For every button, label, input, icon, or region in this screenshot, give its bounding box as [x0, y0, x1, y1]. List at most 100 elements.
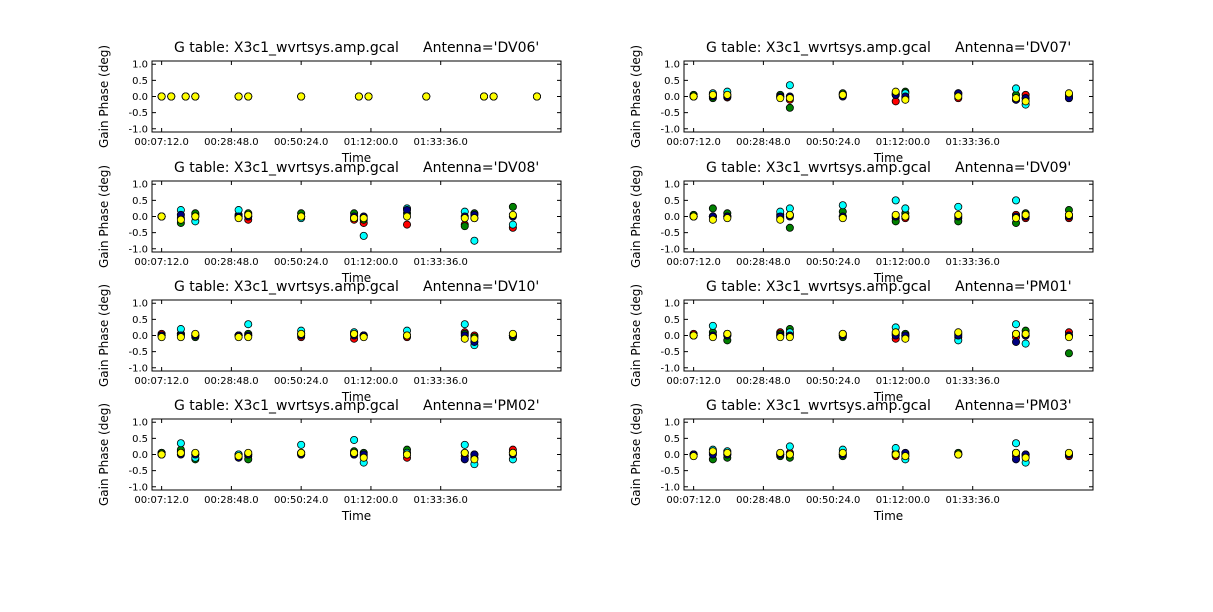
panel-antennapm01: G table: X3c1_wvrtsys.amp.gcal Antenna='P… [629, 279, 1094, 404]
y-tick-label: 0.0 [664, 212, 680, 223]
data-point-yellow [460, 214, 469, 223]
data-point-yellow [1064, 448, 1073, 457]
x-tick-label: 01:33:36.0 [413, 376, 467, 387]
x-axis-label: Time [341, 390, 371, 404]
data-point-yellow [1021, 97, 1030, 106]
data-point-yellow [350, 329, 359, 338]
x-tick-label: 00:07:12.0 [134, 495, 188, 506]
data-point-yellow [708, 90, 717, 99]
y-tick-label: 0.0 [664, 331, 680, 342]
x-tick-label: 01:12:00.0 [344, 376, 398, 387]
antenna-label: Antenna='DV09' [955, 160, 1071, 176]
x-axis-label: Time [873, 390, 903, 404]
y-tick-label: 1.0 [664, 418, 680, 429]
y-axis-label: Gain Phase (deg) [97, 284, 111, 387]
x-tick-label: 00:50:24.0 [806, 376, 860, 387]
data-point-cyan [176, 439, 185, 448]
panel-antennadv06: G table: X3c1_wvrtsys.amp.gcal Antenna='D… [97, 40, 562, 165]
chart-title: G table: X3c1_wvrtsys.amp.gcal [706, 279, 931, 295]
data-point-cyan [1012, 439, 1021, 448]
data-point-yellow [460, 448, 469, 457]
y-tick-label: -0.5 [128, 228, 148, 239]
data-point-yellow [167, 92, 176, 101]
data-point-cyan [1012, 196, 1021, 205]
data-point-yellow [508, 210, 517, 219]
y-tick-label: 1.0 [664, 180, 680, 191]
data-point-yellow [901, 95, 910, 104]
data-point-yellow [723, 90, 732, 99]
data-point-yellow [689, 92, 698, 101]
x-tick-label: 00:50:24.0 [274, 257, 328, 268]
data-point-yellow [157, 333, 166, 342]
data-point-yellow [403, 331, 412, 340]
data-point-yellow [785, 333, 794, 342]
x-axis-label: Time [873, 271, 903, 285]
data-point-yellow [785, 94, 794, 103]
y-tick-label: 0.5 [132, 76, 148, 87]
x-tick-label: 00:28:48.0 [736, 495, 790, 506]
data-point-yellow [1012, 448, 1021, 457]
data-point-yellow [901, 334, 910, 343]
data-point-yellow [785, 450, 794, 459]
data-point-yellow [234, 452, 243, 461]
x-tick-label: 00:07:12.0 [666, 137, 720, 148]
data-point-cyan [1021, 339, 1030, 348]
y-axis-label: Gain Phase (deg) [97, 403, 111, 506]
y-axis-label: Gain Phase (deg) [97, 165, 111, 268]
data-point-green [785, 103, 794, 112]
data-point-yellow [1012, 94, 1021, 103]
x-tick-label: 00:28:48.0 [204, 257, 258, 268]
data-point-yellow [244, 448, 253, 457]
antenna-label: Antenna='DV08' [423, 160, 539, 176]
x-tick-label: 01:12:00.0 [344, 137, 398, 148]
data-point-yellow [470, 334, 479, 343]
antenna-label: Antenna='DV10' [423, 279, 539, 295]
data-point-yellow [176, 333, 185, 342]
y-axis-label: Gain Phase (deg) [629, 45, 643, 148]
data-point-green [460, 222, 469, 231]
x-tick-label: 01:33:36.0 [945, 495, 999, 506]
x-tick-label: 00:50:24.0 [274, 137, 328, 148]
data-point-red [403, 220, 412, 229]
x-tick-label: 00:50:24.0 [274, 376, 328, 387]
panel-antennapm02: G table: X3c1_wvrtsys.amp.gcal Antenna='P… [97, 398, 562, 523]
chart-title: G table: X3c1_wvrtsys.amp.gcal [174, 40, 399, 56]
data-point-yellow [176, 448, 185, 457]
x-tick-label: 00:50:24.0 [806, 137, 860, 148]
chart-title: G table: X3c1_wvrtsys.amp.gcal [174, 279, 399, 295]
data-point-yellow [689, 212, 698, 221]
data-point-yellow [403, 450, 412, 459]
x-tick-label: 01:12:00.0 [876, 495, 930, 506]
data-point-yellow [891, 450, 900, 459]
y-tick-label: 0.5 [664, 434, 680, 445]
x-axis-label: Time [341, 271, 371, 285]
data-point-yellow [838, 448, 847, 457]
data-point-yellow [244, 92, 253, 101]
x-tick-label: 00:28:48.0 [736, 376, 790, 387]
x-tick-label: 00:28:48.0 [736, 257, 790, 268]
data-point-yellow [954, 92, 963, 101]
antenna-label: Antenna='PM01' [955, 279, 1072, 295]
y-tick-label: -1.0 [128, 124, 148, 135]
data-point-cyan [460, 440, 469, 449]
data-point-yellow [838, 90, 847, 99]
y-tick-label: -0.5 [660, 466, 680, 477]
data-point-yellow [776, 215, 785, 224]
y-tick-label: 0.0 [664, 450, 680, 461]
chart-title: G table: X3c1_wvrtsys.amp.gcal [706, 398, 931, 414]
data-point-yellow [234, 333, 243, 342]
data-point-cyan [359, 231, 368, 240]
data-point-yellow [532, 92, 541, 101]
data-point-yellow [297, 329, 306, 338]
x-tick-label: 01:33:36.0 [945, 376, 999, 387]
axes-frame [683, 299, 1094, 372]
y-tick-label: -0.5 [660, 108, 680, 119]
y-tick-label: 0.0 [664, 92, 680, 103]
x-tick-label: 01:33:36.0 [413, 495, 467, 506]
y-tick-label: 0.0 [132, 212, 148, 223]
data-point-yellow [403, 212, 412, 221]
data-point-cyan [244, 320, 253, 329]
x-tick-label: 00:50:24.0 [274, 495, 328, 506]
y-tick-label: 0.5 [664, 196, 680, 207]
y-tick-label: 1.0 [132, 180, 148, 191]
